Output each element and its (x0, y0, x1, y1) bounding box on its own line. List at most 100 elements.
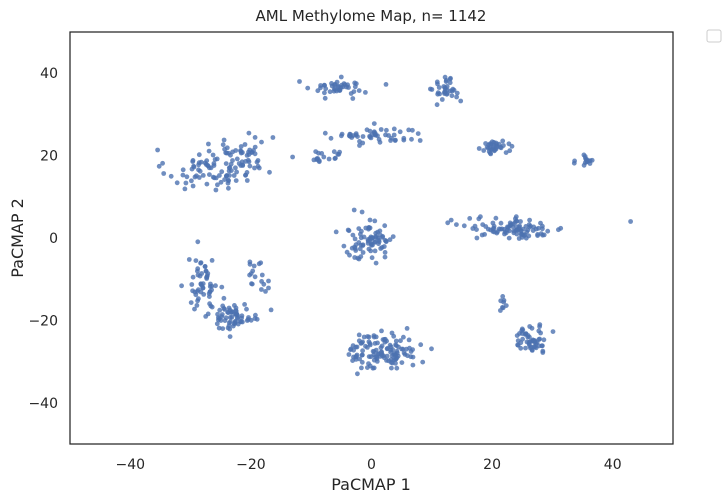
data-point (313, 149, 319, 155)
data-point (371, 333, 377, 338)
data-point (367, 217, 373, 223)
data-point (367, 225, 373, 231)
data-point (246, 130, 252, 136)
data-point (297, 79, 302, 84)
data-point (474, 235, 480, 241)
data-point (358, 341, 364, 346)
data-point (206, 148, 212, 154)
data-point (290, 154, 295, 160)
data-point (537, 336, 542, 342)
data-point (168, 173, 174, 179)
data-point (233, 148, 239, 153)
data-point (322, 95, 328, 101)
data-point (482, 232, 487, 237)
data-point (211, 161, 217, 166)
data-point (199, 283, 205, 288)
data-point (359, 228, 364, 234)
data-point (333, 229, 339, 235)
data-point (540, 226, 545, 232)
data-point (337, 88, 343, 93)
data-point (195, 239, 201, 245)
data-point (180, 172, 186, 178)
data-point (435, 81, 440, 87)
data-point (191, 164, 197, 170)
data-point (234, 156, 240, 162)
data-point (454, 222, 459, 228)
data-point (227, 334, 233, 339)
data-point (326, 156, 332, 162)
data-point (348, 347, 353, 353)
data-point (348, 91, 354, 96)
data-point (339, 131, 345, 137)
data-point (556, 227, 561, 233)
data-point (233, 165, 238, 171)
data-point (229, 309, 235, 315)
data-point (179, 283, 185, 289)
data-point (391, 132, 397, 138)
y-tick-label: 0 (49, 231, 58, 247)
data-point (322, 130, 328, 136)
data-point (399, 360, 405, 365)
data-point (352, 244, 357, 250)
data-point (226, 320, 232, 326)
data-point (226, 178, 232, 184)
data-point (454, 90, 460, 96)
data-point (234, 169, 240, 175)
data-point (394, 343, 399, 348)
data-point (514, 218, 520, 224)
data-point (415, 131, 421, 137)
data-point (461, 223, 467, 229)
data-point (378, 246, 384, 251)
data-point (382, 250, 388, 255)
data-point (537, 322, 543, 327)
data-point (213, 187, 219, 193)
data-point (217, 307, 223, 313)
data-point (160, 160, 166, 166)
data-point (196, 287, 201, 293)
points-layer (155, 74, 633, 377)
data-point (327, 89, 333, 95)
data-point (366, 246, 372, 252)
data-point (247, 163, 253, 169)
data-point (368, 354, 374, 360)
data-point (434, 102, 440, 108)
data-point (491, 225, 497, 231)
plot-frame (69, 31, 674, 445)
data-point (398, 338, 403, 344)
data-point (393, 338, 399, 344)
data-point (540, 232, 545, 238)
data-point (372, 218, 378, 224)
data-point (217, 316, 222, 321)
data-point (589, 157, 595, 163)
data-point (252, 274, 258, 280)
data-point (377, 232, 383, 238)
data-point (514, 333, 520, 338)
data-point (259, 272, 265, 278)
data-point (196, 175, 202, 180)
data-point (190, 158, 196, 163)
data-point (193, 258, 199, 263)
data-point (533, 345, 539, 351)
data-point (370, 242, 375, 248)
x-tick-label: −20 (236, 457, 266, 473)
data-point (353, 353, 359, 359)
data-point (500, 294, 506, 299)
data-point (242, 302, 248, 307)
data-point (458, 98, 464, 104)
data-point (360, 348, 365, 354)
data-point (346, 352, 352, 357)
data-point (318, 83, 323, 88)
data-point (518, 219, 523, 224)
data-point (263, 289, 268, 294)
x-tick-label: −40 (116, 457, 146, 473)
data-point (190, 183, 196, 189)
data-point (216, 325, 222, 331)
data-point (218, 179, 224, 185)
data-point (217, 173, 222, 178)
data-point (242, 142, 248, 147)
data-point (195, 268, 200, 274)
data-point (498, 308, 503, 313)
data-point (203, 268, 209, 274)
x-tick-label: 20 (483, 457, 501, 473)
